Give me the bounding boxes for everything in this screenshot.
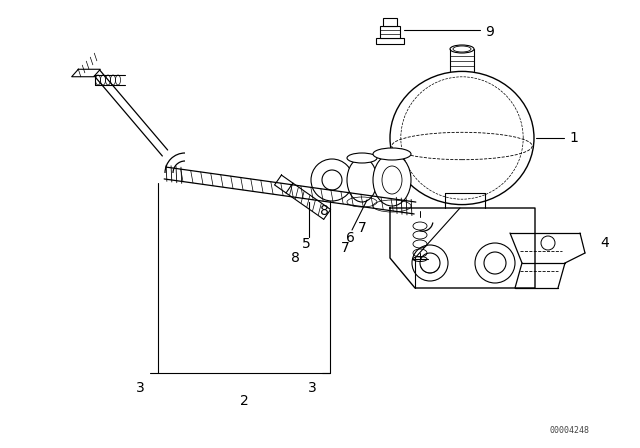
Text: 6: 6	[346, 231, 355, 245]
Text: 8: 8	[319, 204, 328, 218]
Ellipse shape	[322, 170, 342, 190]
Ellipse shape	[373, 148, 411, 160]
Ellipse shape	[373, 154, 411, 206]
Text: 7: 7	[340, 241, 349, 255]
Text: 2: 2	[239, 394, 248, 408]
Text: 8: 8	[291, 251, 300, 265]
Bar	[376, 38, 404, 44]
Text: 7: 7	[358, 221, 366, 235]
Text: 3: 3	[308, 381, 316, 395]
Text: 3: 3	[136, 381, 145, 395]
Bar	[383, 18, 397, 26]
Text: 5: 5	[302, 237, 311, 251]
Text: 1: 1	[569, 131, 578, 145]
Ellipse shape	[347, 158, 377, 202]
Polygon shape	[72, 69, 100, 77]
Bar	[380, 26, 400, 38]
Polygon shape	[275, 175, 293, 193]
Text: 4: 4	[600, 236, 609, 250]
Text: 9: 9	[485, 25, 494, 39]
Ellipse shape	[347, 153, 377, 163]
Text: 00004248: 00004248	[550, 426, 590, 435]
